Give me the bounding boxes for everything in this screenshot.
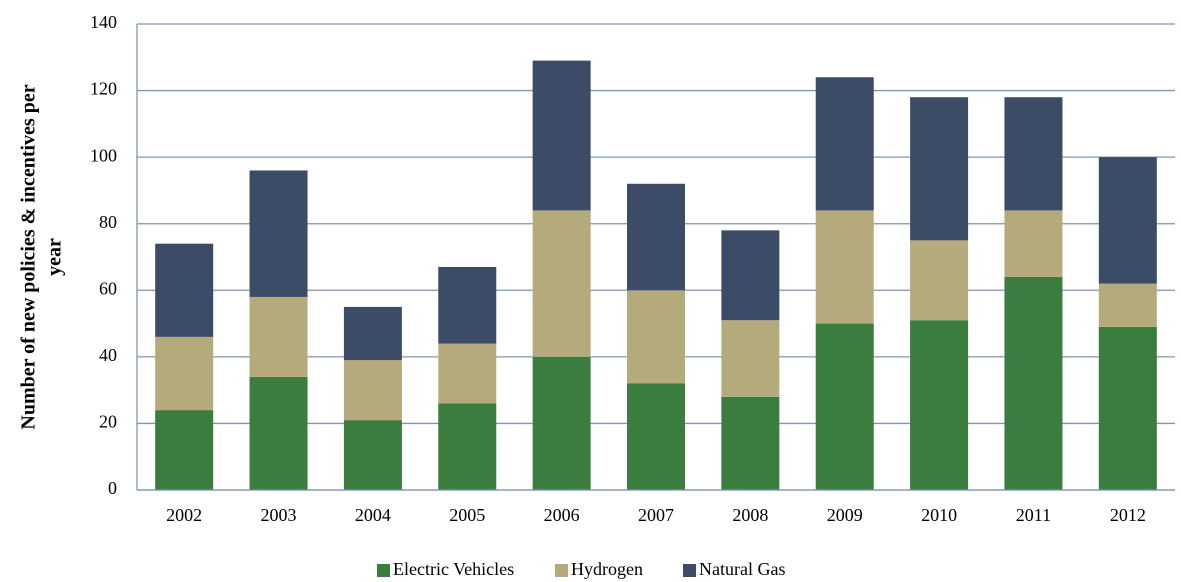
bar-segment (910, 240, 969, 321)
bar-segment (627, 383, 685, 490)
y-tick-label: 100 (90, 145, 117, 165)
legend-swatch (555, 564, 568, 577)
bar-segment (1004, 210, 1063, 277)
legend-swatch (683, 564, 696, 577)
bar-segment (343, 306, 402, 361)
bar-segment (343, 420, 402, 490)
x-tick-label: 2010 (921, 505, 957, 525)
bar-segment (910, 97, 969, 241)
y-tick-label: 140 (90, 12, 117, 32)
bar-segment (815, 323, 874, 490)
bar-segment (1004, 276, 1063, 490)
x-tick-label: 2007 (638, 505, 674, 525)
x-tick-label: 2012 (1110, 505, 1146, 525)
bar-segment (155, 410, 214, 490)
bar-segment (1004, 97, 1063, 211)
y-tick-label: 40 (99, 345, 117, 365)
y-tick-label: 80 (99, 212, 117, 232)
bar-segment (438, 343, 497, 404)
bar-segment (249, 296, 308, 377)
y-tick-label: 0 (108, 478, 117, 498)
x-tick-label: 2005 (449, 505, 485, 525)
bar-segment (249, 376, 308, 490)
bar-segment (721, 396, 780, 490)
bar-segment (815, 77, 874, 211)
bar-segment (343, 360, 402, 421)
x-tick-label: 2004 (355, 505, 391, 525)
legend-swatch (377, 564, 390, 577)
y-tick-label: 60 (99, 278, 117, 298)
y-axis-label: Number of new policies & incentives per (18, 84, 40, 429)
x-tick-label: 2011 (1016, 505, 1051, 525)
y-tick-label: 120 (90, 79, 117, 99)
bar-segment (532, 60, 591, 211)
bar-segment (627, 290, 685, 384)
bar-segment (155, 243, 214, 337)
bar-segment (1098, 283, 1157, 327)
x-tick-label: 2002 (166, 505, 202, 525)
bar-segment (438, 266, 497, 344)
bar-segment (627, 183, 685, 291)
x-tick-label: 2009 (827, 505, 863, 525)
bar-segment (815, 210, 874, 324)
bar-segment (910, 320, 969, 490)
y-tick-label: 20 (99, 412, 117, 432)
bar-segment (1098, 326, 1157, 490)
bar-segment (1098, 157, 1157, 284)
bar-segment (249, 170, 308, 297)
x-tick-label: 2003 (261, 505, 297, 525)
legend-label: Hydrogen (571, 559, 643, 579)
y-axis-label: year (44, 238, 66, 276)
bar-segment (438, 403, 497, 490)
bar-segment (532, 356, 591, 490)
legend-label: Natural Gas (699, 559, 785, 579)
bar-segment (532, 210, 591, 357)
x-tick-label: 2008 (732, 505, 768, 525)
x-tick-label: 2006 (544, 505, 580, 525)
bar-segment (155, 336, 214, 411)
legend-label: Electric Vehicles (393, 559, 514, 579)
bar-segment (721, 230, 780, 321)
bar-segment (721, 320, 780, 397)
